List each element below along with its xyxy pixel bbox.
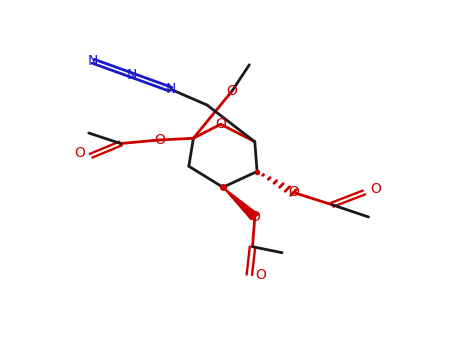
Text: O: O — [215, 117, 226, 131]
Polygon shape — [223, 187, 258, 219]
Text: O: O — [255, 268, 266, 282]
Text: N: N — [166, 82, 176, 96]
Text: O: O — [227, 84, 238, 98]
Text: O: O — [154, 133, 165, 147]
Text: N: N — [127, 68, 137, 82]
Text: O: O — [288, 186, 299, 199]
Text: O: O — [249, 210, 260, 224]
Text: O: O — [370, 182, 381, 196]
Text: O: O — [74, 146, 85, 160]
Text: N: N — [88, 54, 98, 68]
